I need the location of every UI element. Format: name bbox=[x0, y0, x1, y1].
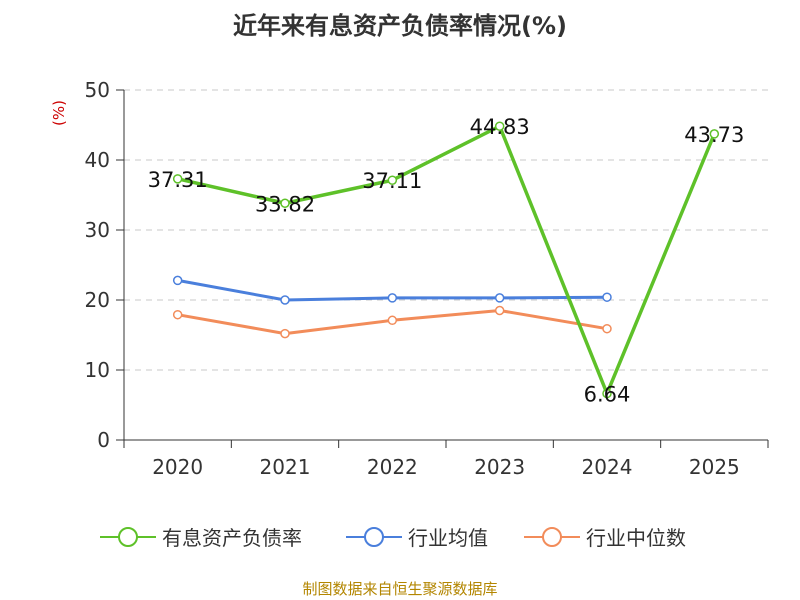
data-point bbox=[280, 295, 290, 305]
data-point bbox=[709, 129, 720, 139]
data-label: 43.73 bbox=[684, 123, 744, 147]
y-tick-label: 40 bbox=[85, 148, 110, 172]
legend-label: 行业中位数 bbox=[586, 526, 686, 550]
x-tick-label: 2025 bbox=[689, 455, 740, 479]
data-point bbox=[280, 328, 290, 339]
data-point bbox=[280, 198, 290, 209]
data-point bbox=[172, 174, 183, 184]
data-point bbox=[602, 388, 612, 399]
y-tick-label: 30 bbox=[85, 218, 110, 242]
data-point bbox=[602, 323, 612, 334]
y-tick-label: 50 bbox=[85, 78, 110, 102]
legend-marker-blue-icon bbox=[346, 526, 402, 547]
data-label: 33.82 bbox=[255, 192, 315, 216]
data-point bbox=[602, 292, 612, 302]
data-label: 44.83 bbox=[470, 115, 530, 139]
x-tick-label: 2023 bbox=[474, 455, 525, 479]
source-note: 制图数据来自恒生聚源数据库 bbox=[302, 580, 498, 598]
legend-item-industry-median[interactable]: 行业中位数 bbox=[524, 522, 686, 551]
data-point bbox=[387, 293, 398, 303]
chart-title: 近年来有息资产负债率情况(%) bbox=[233, 12, 567, 40]
series-line bbox=[177, 124, 716, 396]
data-label: 37.11 bbox=[362, 169, 422, 193]
data-point bbox=[494, 305, 505, 316]
data-label: 37.31 bbox=[148, 168, 208, 192]
data-point bbox=[172, 275, 183, 286]
x-tick-label: 2024 bbox=[582, 455, 633, 479]
y-tick-label: 0 bbox=[97, 428, 110, 452]
legend-label: 行业均值 bbox=[408, 526, 488, 550]
data-point bbox=[494, 293, 505, 303]
data-point bbox=[494, 121, 505, 131]
legend-marker-orange-icon bbox=[524, 526, 580, 547]
legend-item-industry-mean[interactable]: 行业均值 bbox=[346, 522, 488, 551]
x-tick-label: 2021 bbox=[260, 455, 311, 479]
y-tick-label: 20 bbox=[85, 288, 110, 312]
x-tick-label: 2020 bbox=[152, 455, 203, 479]
data-point bbox=[172, 309, 183, 320]
x-tick-label: 2022 bbox=[367, 455, 418, 479]
y-tick-label: 10 bbox=[85, 358, 110, 382]
legend-item-interest-bearing[interactable]: 有息资产负债率 bbox=[100, 522, 302, 551]
data-label: 6.64 bbox=[584, 383, 631, 407]
legend-marker-green-icon bbox=[100, 526, 156, 547]
data-point bbox=[387, 175, 398, 185]
data-point bbox=[387, 315, 398, 326]
legend-label: 有息资产负债率 bbox=[162, 526, 302, 550]
